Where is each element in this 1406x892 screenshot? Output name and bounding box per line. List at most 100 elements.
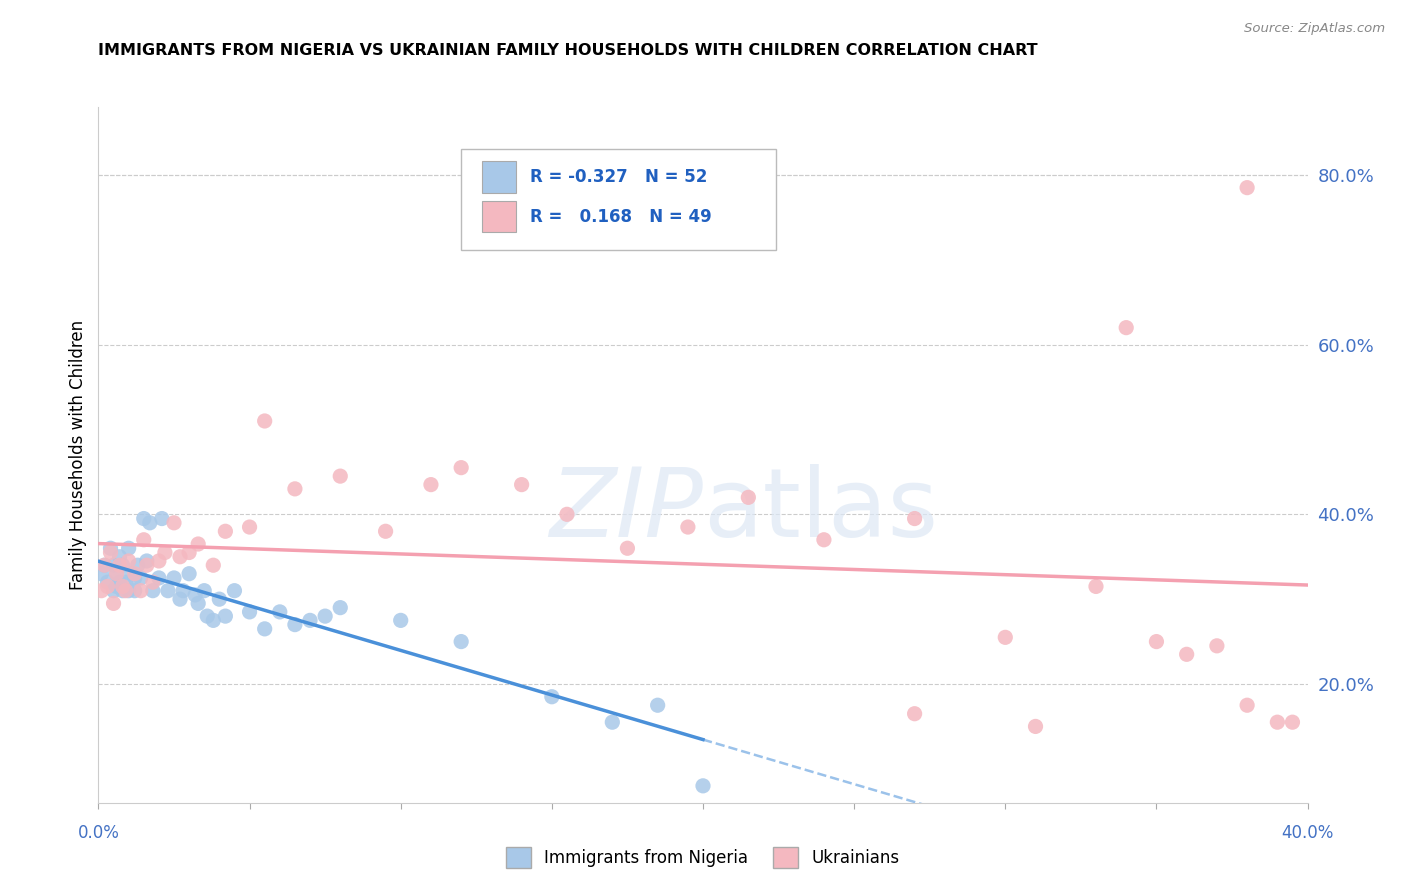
- Text: 0.0%: 0.0%: [77, 824, 120, 842]
- Point: [142, 575, 165, 590]
- Point: [1115, 320, 1137, 334]
- Point: [111, 579, 134, 593]
- Point: [184, 588, 207, 602]
- Text: Source: ZipAtlas.com: Source: ZipAtlas.com: [1244, 22, 1385, 36]
- Point: [1267, 715, 1289, 730]
- Point: [1236, 180, 1258, 194]
- Y-axis label: Family Households with Children: Family Households with Children: [69, 320, 87, 590]
- Point: [132, 511, 155, 525]
- Point: [105, 566, 128, 581]
- Text: R = -0.327   N = 52: R = -0.327 N = 52: [530, 168, 707, 186]
- Point: [214, 609, 236, 624]
- Point: [118, 583, 141, 598]
- Point: [139, 516, 162, 530]
- Text: atlas: atlas: [703, 464, 938, 558]
- Point: [132, 533, 155, 547]
- Point: [100, 545, 122, 559]
- Point: [108, 549, 131, 564]
- Point: [1236, 698, 1258, 713]
- Point: [1281, 715, 1303, 730]
- Point: [374, 524, 396, 539]
- Point: [284, 482, 307, 496]
- Point: [555, 508, 578, 522]
- Point: [111, 558, 134, 573]
- Point: [202, 613, 225, 627]
- Text: IMMIGRANTS FROM NIGERIA VS UKRAINIAN FAMILY HOUSEHOLDS WITH CHILDREN CORRELATION: IMMIGRANTS FROM NIGERIA VS UKRAINIAN FAM…: [98, 43, 1038, 58]
- Point: [124, 571, 146, 585]
- FancyBboxPatch shape: [461, 149, 776, 250]
- Point: [1175, 648, 1198, 662]
- Point: [105, 579, 128, 593]
- Point: [616, 541, 638, 556]
- Point: [647, 698, 669, 713]
- Point: [148, 554, 170, 568]
- Point: [329, 600, 352, 615]
- Point: [169, 592, 191, 607]
- Point: [148, 571, 170, 585]
- Point: [90, 583, 112, 598]
- Point: [193, 583, 215, 598]
- Point: [253, 622, 276, 636]
- Point: [813, 533, 835, 547]
- Point: [172, 583, 194, 598]
- Point: [96, 575, 118, 590]
- Point: [329, 469, 352, 483]
- Point: [1024, 719, 1046, 733]
- Point: [129, 583, 152, 598]
- Point: [111, 583, 134, 598]
- Point: [239, 520, 262, 534]
- Point: [692, 779, 714, 793]
- Point: [124, 566, 146, 581]
- Point: [510, 477, 533, 491]
- Point: [163, 571, 186, 585]
- Bar: [482, 161, 516, 193]
- Point: [602, 715, 624, 730]
- Point: [737, 491, 759, 505]
- Point: [124, 583, 146, 598]
- Point: [121, 566, 143, 581]
- Point: [540, 690, 562, 704]
- Point: [420, 477, 443, 491]
- Point: [96, 579, 118, 593]
- Point: [239, 605, 262, 619]
- Point: [1085, 579, 1108, 593]
- Point: [129, 571, 152, 585]
- Point: [100, 541, 122, 556]
- Point: [105, 566, 128, 581]
- Point: [224, 583, 246, 598]
- Text: R =   0.168   N = 49: R = 0.168 N = 49: [530, 208, 711, 226]
- Point: [103, 558, 125, 573]
- Point: [179, 566, 201, 581]
- Point: [90, 566, 112, 581]
- Point: [108, 558, 131, 573]
- Point: [163, 516, 186, 530]
- Point: [156, 583, 179, 598]
- Text: ZIP: ZIP: [550, 464, 703, 558]
- Point: [150, 511, 173, 525]
- Point: [314, 609, 336, 624]
- Point: [214, 524, 236, 539]
- Point: [284, 617, 307, 632]
- Point: [450, 460, 472, 475]
- Point: [142, 583, 165, 598]
- Point: [389, 613, 412, 627]
- Point: [108, 575, 131, 590]
- Point: [187, 537, 209, 551]
- Point: [1206, 639, 1229, 653]
- Point: [994, 631, 1017, 645]
- Point: [202, 558, 225, 573]
- Point: [676, 520, 699, 534]
- Point: [208, 592, 231, 607]
- Point: [450, 634, 472, 648]
- Point: [195, 609, 218, 624]
- Point: [299, 613, 322, 627]
- Point: [904, 706, 927, 721]
- Point: [135, 554, 157, 568]
- Point: [118, 554, 141, 568]
- Point: [169, 549, 191, 564]
- Point: [103, 596, 125, 610]
- Text: 40.0%: 40.0%: [1281, 824, 1334, 842]
- Point: [904, 511, 927, 525]
- Point: [93, 558, 115, 573]
- Point: [1144, 634, 1167, 648]
